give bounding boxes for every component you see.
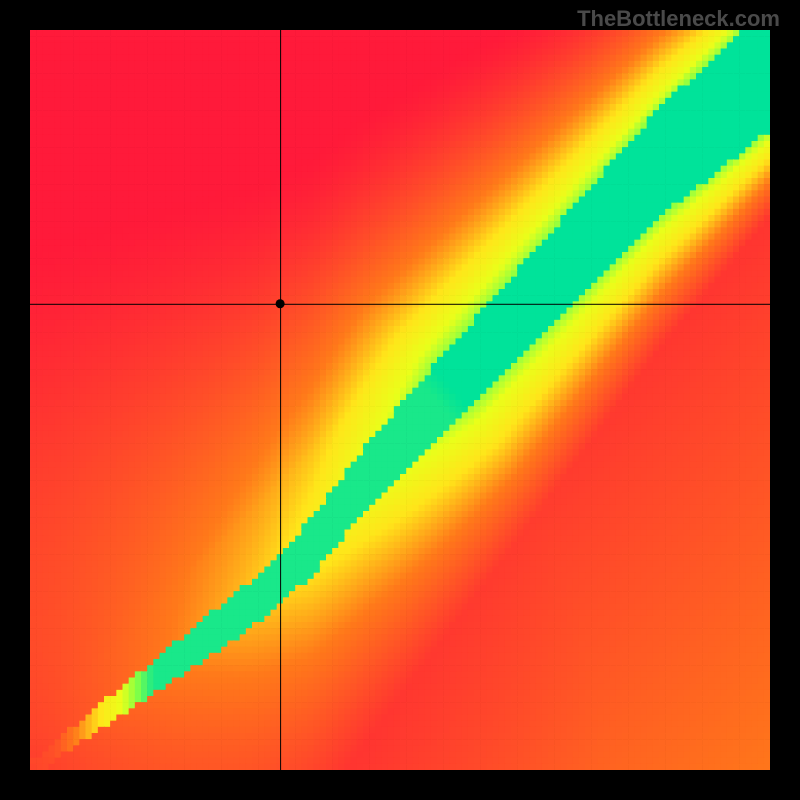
bottleneck-heatmap	[30, 30, 770, 770]
watermark-text: TheBottleneck.com	[577, 6, 780, 32]
chart-container: TheBottleneck.com	[0, 0, 800, 800]
